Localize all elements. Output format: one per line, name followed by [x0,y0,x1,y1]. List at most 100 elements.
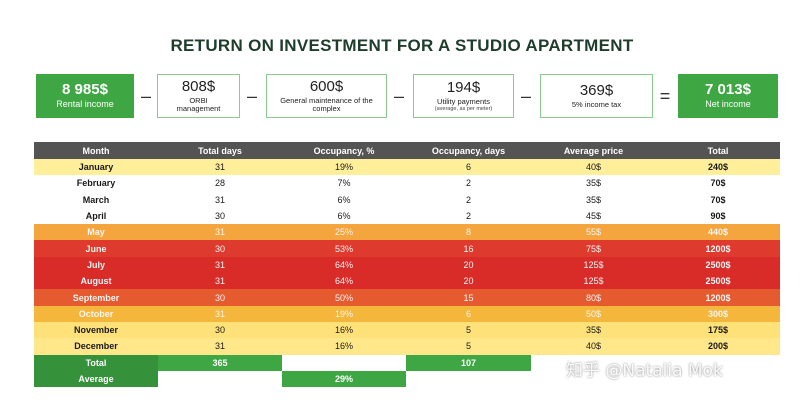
cell-month: September [72,292,120,303]
header-occupancy-pct: Occupancy, % [313,145,375,156]
cell-month: July [86,259,105,270]
footer-average-pct: 29% [282,370,406,387]
cell-occupancy-days: 6 [465,308,471,319]
maintenance-value: 600$ [309,78,344,95]
cell-total: 1200$ [705,292,731,303]
cell-total-days: 30 [214,211,225,222]
table-row: February 28 7% 2 35$ 70$ [34,175,780,192]
cell-month: February [76,178,116,189]
cell-total-days: 31 [214,276,225,287]
cell-occupancy-pct: 16% [334,325,353,336]
footer-total-days: 365 [158,354,282,371]
cell-month: June [85,243,107,254]
cell-total: 175$ [707,325,729,336]
cell-occupancy-days: 15 [463,292,474,303]
cell-occupancy-pct: 7% [337,178,351,189]
cell-occupancy-pct: 50% [334,292,353,303]
cell-occupancy-pct: 25% [334,227,353,238]
table-row: April 30 6% 2 45$ 90$ [34,207,780,225]
income-formula: 8 985$ Rental income – 808$ ORBI managem… [0,74,804,120]
net-income-box: 7 013$ Net income [678,74,778,118]
equals-sign: = [659,86,671,106]
cell-total: 70$ [710,194,726,205]
cell-average-price: 35$ [585,325,602,336]
cell-month: April [85,211,107,222]
cell-month: November [73,325,118,336]
cell-total-days: 30 [214,292,225,303]
cell-occupancy-days: 20 [463,259,474,270]
cell-average-price: 45$ [585,211,602,222]
page-title: RETURN ON INVESTMENT FOR A STUDIO APARTM… [170,36,634,55]
rental-income-label: Rental income [56,99,114,110]
cell-occupancy-days: 2 [465,211,471,222]
cell-total-days: 31 [214,194,225,205]
cell-occupancy-pct: 6% [337,211,351,222]
cell-occupancy-days: 6 [465,162,471,173]
cell-total: 2500$ [705,259,731,270]
cell-occupancy-pct: 6% [337,194,351,205]
cell-average-price: 35$ [585,178,602,189]
cell-average-price: 50$ [585,308,602,319]
footer-total-label: Total [34,354,158,371]
cell-total: 440$ [707,227,729,238]
cell-average-price: 125$ [583,259,604,270]
table-row: December 31 16% 5 40$ 200$ [34,338,780,355]
table-row: September 30 50% 15 80$ 1200$ [34,289,780,306]
cell-occupancy-days: 20 [463,276,474,287]
tax-label: 5% income tax [571,99,622,109]
minus-sign: – [393,86,404,106]
table-body: January 31 19% 6 40$ 240$ February 28 7% 2 35$ 70$ M… [34,159,780,355]
utility-value: 194$ [446,79,481,97]
cell-occupancy-days: 8 [465,227,471,238]
rental-income-box: 8 985$ Rental income [36,74,134,118]
occupancy-table: Month Total days Occupancy, % Occupancy,… [34,142,780,387]
orbi-management-box: 808$ ORBI management [157,74,240,118]
header-occupancy-days: Occupancy, days [431,145,506,156]
cell-month: August [80,276,112,287]
header-month: Month [82,145,110,156]
cell-occupancy-pct: 53% [334,243,353,254]
watermark: 知乎 @Natalia Mok [566,361,723,381]
tax-value: 369$ [579,82,614,100]
net-income-label: Net income [705,99,751,110]
cell-average-price: 55$ [585,227,602,238]
cell-total-days: 31 [214,308,225,319]
cell-total-days: 31 [214,259,225,270]
utility-sublabel: (average, as per meter) [434,105,493,112]
footer-blank [158,371,282,387]
rental-income-value: 8 985$ [62,80,108,98]
header-average-price: Average price [563,145,624,156]
cell-month: October [78,308,114,319]
cell-total-days: 28 [214,178,225,189]
table-row: July 31 64% 20 125$ 2500$ [34,256,780,274]
cell-occupancy-pct: 19% [334,162,353,173]
cell-occupancy-days: 16 [463,243,474,254]
orbi-value: 808$ [181,78,216,95]
table-footer-average: Average 29% [34,370,780,387]
cell-average-price: 35$ [585,194,602,205]
table-row: June 30 53% 16 75$ 1200$ [34,240,780,257]
header-total: Total [707,145,729,156]
cell-average-price: 40$ [585,162,602,173]
table-header: Month Total days Occupancy, % Occupancy,… [34,142,780,159]
cell-occupancy-pct: 64% [334,276,353,287]
cell-total-days: 30 [214,243,225,254]
cell-total: 2500$ [705,276,731,287]
cell-total-days: 30 [214,325,225,336]
cell-total-days: 31 [214,162,225,173]
table-footer-total: Total 365 107 [34,354,780,371]
footer-average-label: Average [34,370,158,387]
cell-occupancy-days: 2 [465,194,471,205]
cell-total: 240$ [707,162,729,173]
income-tax-box: 369$ 5% income tax [540,74,653,118]
utility-box: 194$ Utility payments (average, as per m… [413,74,514,118]
cell-total: 300$ [707,308,729,319]
cell-month: December [74,341,118,352]
cell-average-price: 75$ [585,243,602,254]
cell-occupancy-pct: 64% [334,259,353,270]
cell-total: 70$ [710,178,726,189]
cell-occupancy-days: 5 [465,325,471,336]
table-row: May 31 25% 8 55$ 440$ [34,224,780,241]
maintenance-box: 600$ General maintenance of the complex [266,74,387,118]
table-row: March 31 6% 2 35$ 70$ [34,191,780,208]
